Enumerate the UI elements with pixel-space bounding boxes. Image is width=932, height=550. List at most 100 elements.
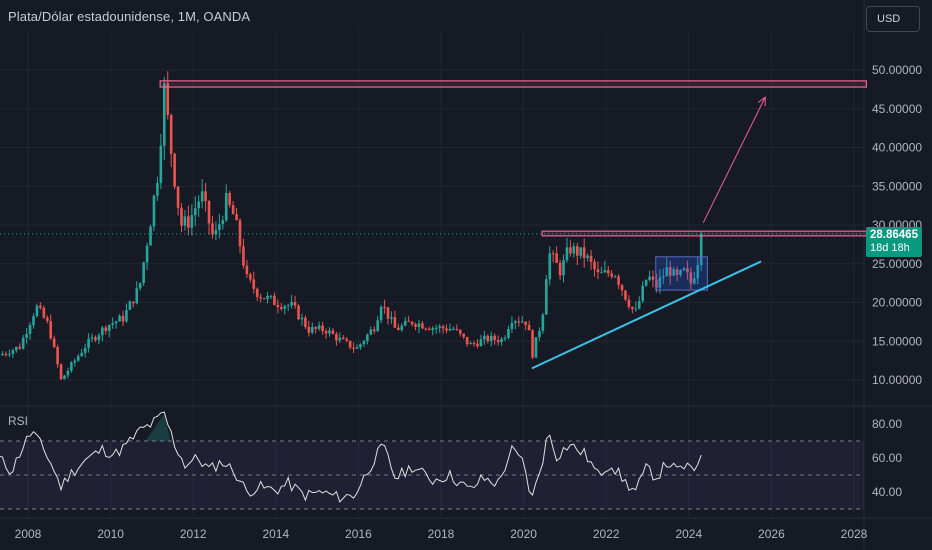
candle-body [617, 276, 620, 285]
grid-lines [0, 30, 864, 516]
candle-body [644, 279, 648, 286]
price-tick-label: 20.00000 [872, 296, 922, 310]
candle-body [500, 338, 503, 343]
candle-body [156, 182, 159, 196]
candle-body [606, 270, 610, 274]
ascending-trendline [531, 260, 762, 370]
candle-body [672, 269, 675, 276]
candle-body [138, 282, 142, 289]
candle-body [125, 309, 128, 322]
candle-body [569, 247, 572, 254]
candle-body [18, 346, 22, 349]
candle-body [169, 114, 173, 154]
last-price-tag: 28.86465 18d 18h [866, 227, 922, 257]
candle-body [662, 276, 665, 278]
candle-body [534, 337, 538, 358]
candle-body [276, 304, 280, 308]
candle-body [414, 324, 417, 327]
candle-body [317, 325, 321, 329]
candle-body [307, 326, 311, 333]
candle-body [310, 327, 314, 333]
resistance-zone [159, 80, 867, 88]
candle-body [452, 328, 455, 330]
candle-body [531, 330, 534, 358]
candle-body [107, 325, 111, 331]
candle-body [328, 330, 331, 334]
candle-body [575, 246, 579, 256]
candle-body [476, 343, 479, 347]
candle-body [204, 191, 207, 201]
candle-body [83, 347, 87, 353]
candle-body [104, 327, 108, 331]
candle-body [32, 316, 35, 326]
candle-body [548, 253, 552, 280]
candle-body [631, 306, 634, 309]
candle-body [648, 276, 651, 280]
candle-body [520, 321, 524, 323]
candle-body [262, 298, 266, 300]
candle-body [245, 265, 249, 275]
rsi-tick-label: 60.00 [872, 451, 902, 465]
candle-body [73, 360, 77, 363]
price-tick-label: 10.00000 [872, 373, 922, 387]
candle-body [255, 288, 259, 297]
projection-arrow [702, 96, 766, 223]
candle-body [424, 328, 428, 330]
candle-body [386, 307, 390, 319]
candle-body [39, 305, 42, 308]
candle-body [421, 323, 424, 329]
candle-body [376, 320, 379, 332]
candle-body [152, 195, 156, 227]
candle-body [434, 327, 438, 329]
candle-body [200, 191, 204, 202]
candle-body [76, 356, 80, 361]
candle-body [94, 337, 97, 341]
candle-body [517, 321, 521, 323]
time-axis: 2008 2010 2012 2014 2016 2018 2020 2022 2024 2026… [15, 527, 868, 541]
candle-body [699, 233, 703, 266]
candle-body [114, 321, 118, 324]
candle-body [596, 269, 600, 273]
candle-body [87, 338, 90, 348]
candle-body [600, 272, 603, 274]
rsi-tick-label: 40.00 [872, 485, 902, 499]
candle-body [242, 246, 245, 266]
candle-body [118, 315, 121, 322]
candle-body [80, 352, 83, 357]
candle-body [668, 267, 672, 276]
candle-body [682, 268, 686, 271]
candle-body [445, 328, 448, 331]
candle-body [145, 245, 149, 263]
candle-body [142, 262, 145, 283]
candle-body [658, 277, 662, 288]
candle-body [345, 339, 348, 341]
candle-body [259, 296, 262, 299]
candle-body [8, 354, 11, 356]
price-axis: 10.0000015.0000020.0000025.0000030.00000… [872, 63, 922, 387]
candle-body [314, 327, 318, 329]
time-tick-label: 2016 [345, 527, 372, 541]
candle-body [465, 336, 469, 345]
candle-body [149, 226, 152, 246]
candle-body [613, 276, 617, 278]
candle-body [190, 215, 194, 228]
candle-body [180, 207, 183, 226]
candle-body [45, 317, 49, 322]
candle-body [589, 255, 593, 262]
currency-button[interactable]: USD [866, 6, 920, 32]
candle-body [507, 329, 510, 338]
candle-body [238, 220, 242, 247]
candle-body [493, 335, 496, 341]
candle-body [689, 272, 693, 284]
candle-body [286, 305, 290, 307]
candle-body [70, 362, 73, 371]
last-price-value: 28.86465 [870, 229, 918, 241]
candle-body [66, 370, 70, 376]
time-tick-label: 2012 [180, 527, 207, 541]
candle-body [187, 216, 190, 228]
candle-body [101, 327, 104, 336]
candle-body [63, 375, 66, 380]
time-tick-label: 2024 [675, 527, 702, 541]
